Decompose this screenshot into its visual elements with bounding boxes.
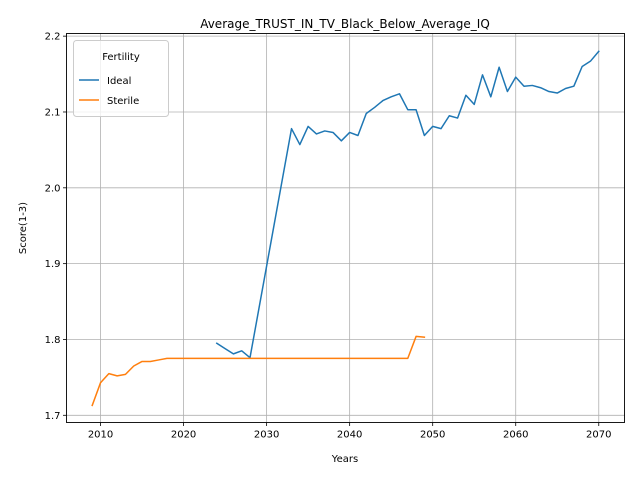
series-lines (91, 50, 600, 407)
x-axis-label: Years (331, 454, 358, 465)
y-tick-label: 1.9 (45, 259, 61, 270)
legend: Fertility Ideal Sterile (73, 40, 169, 117)
x-tick-label: 2050 (420, 430, 445, 441)
x-tick-label: 2060 (503, 430, 528, 441)
y-tick-label: 2.1 (45, 107, 61, 118)
y-axis-label: Score(1-3) (18, 202, 29, 254)
legend-box (73, 40, 169, 117)
y-axis-ticks: 1.7 1.8 1.9 2.0 2.1 2.2 (45, 32, 67, 422)
chart-title: Average_TRUST_IN_TV_Black_Below_Average_… (200, 17, 490, 31)
series-line-ideal (215, 50, 600, 359)
plot-frame (66, 33, 625, 423)
y-tick-label: 2.0 (45, 183, 61, 194)
legend-label-ideal: Ideal (107, 76, 131, 87)
y-tick-label: 1.7 (45, 411, 61, 422)
grid (66, 33, 625, 423)
x-tick-label: 2030 (254, 430, 279, 441)
y-tick-label: 1.8 (45, 335, 61, 346)
legend-title: Fertility (102, 52, 140, 63)
x-tick-label: 2010 (88, 430, 113, 441)
y-tick-label: 2.2 (45, 32, 61, 43)
series-line-sterile (91, 335, 426, 407)
legend-label-sterile: Sterile (107, 96, 139, 107)
x-tick-label: 2070 (586, 430, 611, 441)
x-axis-ticks: 2010 2020 2030 2040 2050 2060 2070 (88, 422, 611, 441)
x-tick-label: 2020 (171, 430, 196, 441)
x-tick-label: 2040 (337, 430, 362, 441)
